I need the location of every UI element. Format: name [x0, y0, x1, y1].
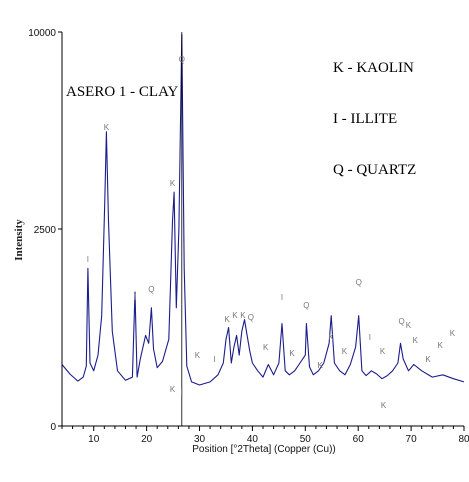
peak-label: K	[381, 401, 387, 410]
peak-label: I	[134, 293, 136, 302]
peak-label: K	[195, 351, 201, 360]
peak-label: I	[181, 388, 183, 397]
peak-label: K	[380, 347, 386, 356]
peak-label: K	[170, 179, 176, 188]
peak-label: I	[281, 293, 283, 302]
y-tick-label: 0	[50, 422, 56, 433]
sample-label: ASERO 1 - CLAY	[66, 84, 179, 100]
y-axis-label: Intensity	[13, 219, 25, 261]
peak-label: K	[329, 333, 335, 342]
peak-label: K	[232, 311, 238, 320]
x-tick-label: 70	[406, 434, 418, 445]
peak-label: Q	[356, 278, 362, 287]
x-tick-label: 10	[88, 434, 100, 445]
y-tick-label: 2500	[34, 225, 57, 236]
peak-label: K	[317, 361, 323, 370]
legend-entry-kaolin: K - KAOLIN	[333, 60, 414, 76]
legend-entry-quartz: Q - QUARTZ	[333, 162, 416, 178]
y-tick-label: 10000	[28, 28, 56, 39]
x-tick-label: 20	[141, 434, 153, 445]
axes: 0 2500 10000 10 20 30 40 50 60 70 80	[28, 28, 469, 445]
peak-label: K	[425, 355, 431, 364]
diffraction-line	[61, 34, 465, 386]
legend-entry-illite: I - ILLITE	[333, 111, 397, 127]
peak-label: K	[406, 321, 412, 330]
x-tick-label: 80	[458, 434, 469, 445]
peak-label: Q	[148, 285, 154, 294]
peak-label: Q	[248, 313, 254, 322]
peak-label: K	[240, 311, 246, 320]
peak-label: Q	[398, 317, 404, 326]
x-axis-label: Position [°2Theta] (Copper (Cu))	[192, 444, 336, 455]
peak-label: K	[170, 385, 176, 394]
x-tick-label: 60	[353, 434, 365, 445]
x-tick-label: 30	[194, 434, 206, 445]
peak-label: K	[342, 347, 348, 356]
x-tick-label: 40	[247, 434, 259, 445]
peak-label: K	[224, 315, 230, 324]
peak-label: K	[289, 349, 295, 358]
peak-label: Q	[303, 301, 309, 310]
peak-label: I	[369, 333, 371, 342]
peak-label: I	[213, 355, 215, 364]
peak-label: K	[104, 123, 110, 132]
peak-label: K	[413, 336, 419, 345]
peak-label: I	[87, 255, 89, 264]
peak-label: K	[450, 329, 456, 338]
peak-label: Q	[179, 55, 185, 64]
peak-label: K	[438, 341, 444, 350]
peak-label: K	[263, 343, 269, 352]
x-tick-label: 50	[300, 434, 312, 445]
